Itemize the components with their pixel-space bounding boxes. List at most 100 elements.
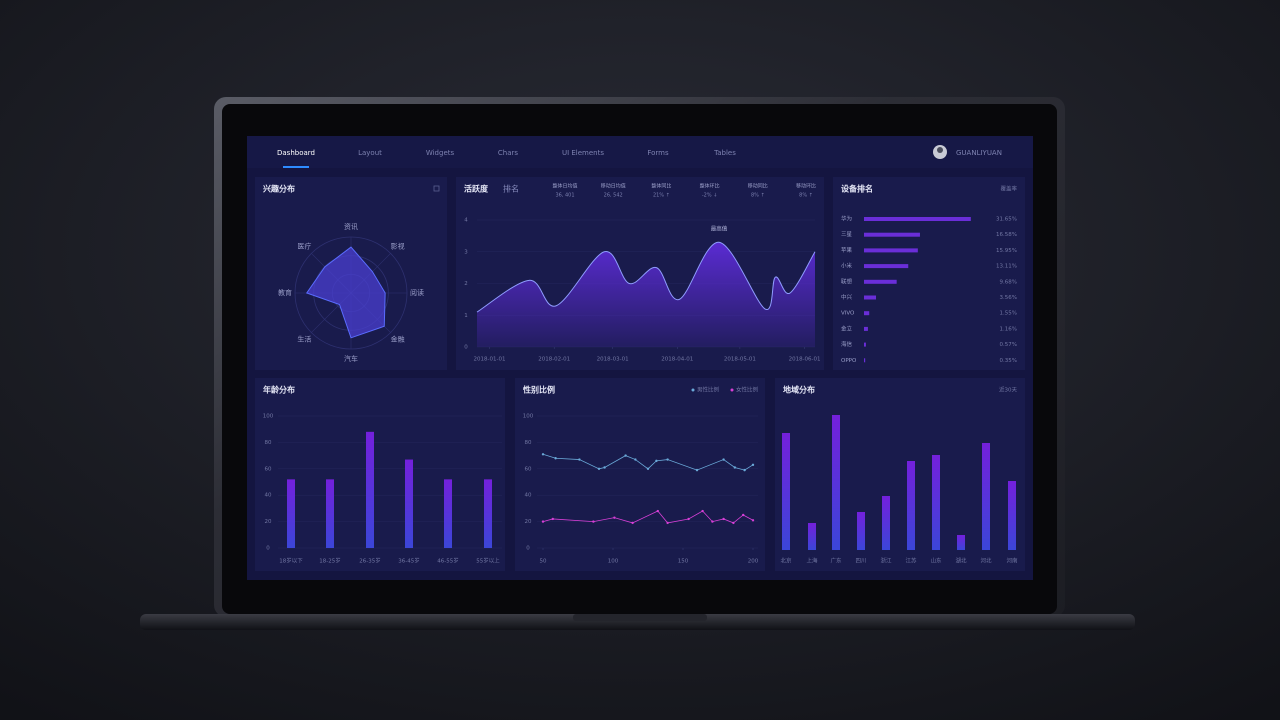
point <box>687 517 690 521</box>
point <box>701 509 704 513</box>
x-tick-label: 江苏 <box>905 557 917 565</box>
value-label: 3.56% <box>1000 295 1017 301</box>
y-tick-label: 20 <box>265 519 272 525</box>
x-tick-label: 四川 <box>855 558 866 565</box>
point <box>592 520 595 523</box>
bar <box>366 431 374 548</box>
bar <box>957 535 965 550</box>
x-tick-label: 2018-04-01 <box>661 357 693 363</box>
y-tick-label: 80 <box>525 440 532 446</box>
stat-value: 36, 401 <box>555 193 574 199</box>
x-tick-label: 浙江 <box>880 557 892 565</box>
y-tick-label: 40 <box>525 493 532 499</box>
bar <box>864 264 909 269</box>
x-tick-label: 18岁以下 <box>279 557 303 565</box>
point <box>655 459 658 463</box>
menu-icon[interactable] <box>433 185 440 192</box>
area <box>477 242 815 347</box>
value-label: 0.35% <box>1000 358 1017 364</box>
annotation: 最高值 <box>711 225 728 233</box>
stat-label: 整体日均值 <box>552 183 577 190</box>
stat-value: 8% ↑ <box>751 193 765 199</box>
point <box>751 519 755 522</box>
point <box>666 521 669 525</box>
y-tick-label: 20 <box>525 519 532 525</box>
y-tick-label: 4 <box>464 218 468 224</box>
x-tick-label: 上海 <box>806 557 818 565</box>
bar <box>832 415 840 550</box>
x-tick-label: 山东 <box>930 557 942 565</box>
bar-label: OPPO <box>841 358 857 364</box>
nav-item[interactable]: Widgets <box>426 149 455 157</box>
legend-label[interactable]: 男性比例 <box>697 386 720 394</box>
nav-item[interactable]: Forms <box>647 149 669 157</box>
y-tick-label: 100 <box>523 414 534 420</box>
avatar-head <box>937 147 943 153</box>
y-tick-label: 3 <box>464 249 468 255</box>
panel-tab[interactable]: 排名 <box>503 184 519 194</box>
y-tick-label: 0 <box>464 345 468 351</box>
bar <box>907 461 915 550</box>
bar <box>864 326 868 331</box>
point <box>742 513 745 517</box>
user-name[interactable]: GUANLIYUAN <box>956 149 1002 157</box>
bar-label: 海信 <box>841 340 853 348</box>
panel-title: 设备排名 <box>841 184 873 194</box>
stat-label: 移动环比 <box>796 183 816 190</box>
value-label: 16.58% <box>996 232 1017 238</box>
point <box>743 468 746 472</box>
bar <box>857 512 865 550</box>
x-tick-label: 46-55岁 <box>437 557 458 565</box>
nav-item[interactable]: Chars <box>498 149 518 157</box>
bar-label: 三星 <box>841 231 853 238</box>
stat-label: 整体同比 <box>651 183 671 190</box>
x-tick-label: 55岁以上 <box>476 557 500 565</box>
panel-title: 年龄分布 <box>263 385 295 395</box>
nav: Dashboard Layout Widgets Chars UI Elements Fo… <box>277 149 736 168</box>
value-label: 1.16% <box>1000 326 1017 332</box>
panel-title[interactable]: 活跃度 <box>464 184 489 194</box>
x-tick-label: 26-35岁 <box>359 557 380 565</box>
value-label: 13.11% <box>996 264 1017 270</box>
bar <box>864 279 897 284</box>
y-tick-label: 40 <box>265 493 272 499</box>
bar <box>808 523 816 550</box>
bar <box>287 479 295 548</box>
nav-item[interactable]: Tables <box>713 149 736 157</box>
panel <box>515 378 765 571</box>
radar-label: 金融 <box>391 335 405 344</box>
nav-underline <box>283 166 309 168</box>
point <box>597 467 601 470</box>
area-line <box>476 241 816 313</box>
radar-label: 汽车 <box>344 354 358 363</box>
y-tick-label: 100 <box>263 414 274 420</box>
radar-label: 影视 <box>391 241 405 250</box>
legend-dot <box>691 388 695 392</box>
x-tick-label: 河北 <box>980 557 992 565</box>
nav-item[interactable]: UI Elements <box>562 149 604 157</box>
panel-subtitle: 覆盖率 <box>1000 185 1017 193</box>
nav-item[interactable]: Dashboard <box>277 149 315 157</box>
x-tick-label: 2018-06-01 <box>789 357 821 363</box>
y-tick-label: 0 <box>526 546 530 552</box>
bar <box>864 358 866 363</box>
bar <box>782 433 790 550</box>
bar-label: 苹果 <box>841 246 853 254</box>
point <box>541 453 545 456</box>
laptop-base <box>140 614 1135 630</box>
x-tick-label: 50 <box>540 559 547 565</box>
legend-label[interactable]: 女性比例 <box>736 386 759 394</box>
x-tick-label: 河南 <box>1006 557 1018 565</box>
point <box>722 517 725 521</box>
x-tick-label: 36-45岁 <box>398 557 419 565</box>
nav-item[interactable]: Layout <box>358 149 382 157</box>
panel-title: 性别比例 <box>523 385 555 395</box>
bar-label: 金立 <box>841 324 853 332</box>
point <box>695 468 699 472</box>
x-tick-label: 北京 <box>780 557 792 565</box>
point <box>751 463 755 467</box>
stat-value: -2% ↓ <box>702 193 718 199</box>
stat-label: 移动同比 <box>748 183 768 190</box>
